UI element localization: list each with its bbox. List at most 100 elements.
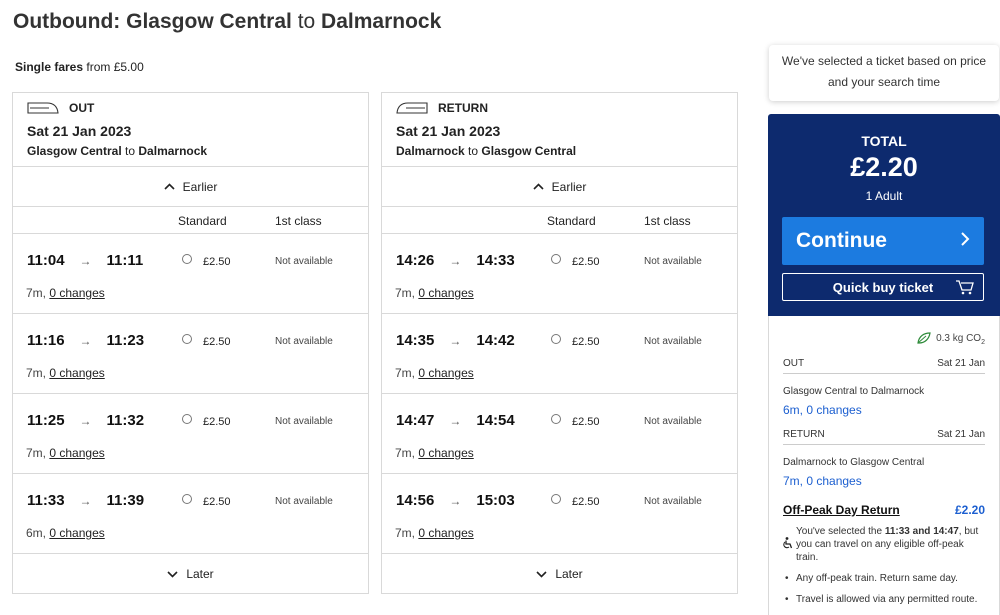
- standard-fare-radio[interactable]: [551, 414, 561, 424]
- changes-link[interactable]: 0 changes: [49, 446, 105, 460]
- summary-ret-changes[interactable]: 7m, 0 changes: [783, 474, 862, 488]
- changes-link[interactable]: 0 changes: [418, 526, 474, 540]
- journey-duration: 6m,: [26, 526, 47, 540]
- first-class-status: Not available: [275, 496, 333, 507]
- outbound-from: Glasgow Central: [27, 144, 122, 158]
- departure-time: 11:04: [27, 252, 65, 269]
- ticket-type-row: Off-Peak Day Return £2.20: [783, 503, 985, 517]
- return-to: Glasgow Central: [481, 144, 577, 158]
- return-row[interactable]: 14:56 → 15:03 £2.50 Not available 7m, 0 ch…: [382, 474, 737, 554]
- return-standard-label: Standard: [547, 214, 596, 228]
- standard-fare-price: £2.50: [203, 336, 231, 348]
- outbound-first-label: 1st class: [275, 214, 322, 228]
- return-to-word: to: [468, 144, 479, 158]
- return-heading: RETURN: [438, 101, 488, 115]
- return-route: Dalmarnock to Glasgow Central: [396, 144, 723, 158]
- fare-summary-label: Single fares: [15, 60, 84, 74]
- changes-link[interactable]: 0 changes: [418, 446, 474, 460]
- chevron-up-icon: [164, 183, 175, 190]
- arrow-right-icon: →: [79, 253, 92, 268]
- departure-time: 11:16: [27, 332, 65, 349]
- chevron-down-icon: [167, 567, 178, 581]
- standard-fare-radio[interactable]: [551, 334, 561, 344]
- arrow-right-icon: →: [449, 413, 462, 428]
- first-class-status: Not available: [275, 416, 333, 427]
- note1-text-a: You've selected the: [796, 526, 885, 537]
- departure-time: 11:33: [27, 492, 65, 509]
- ticket-note-selected: You've selected the 11:33 and 14:47, but…: [783, 525, 987, 564]
- standard-fare-radio[interactable]: [551, 494, 561, 504]
- arrow-right-icon: →: [449, 253, 462, 268]
- return-class-header: Standard 1st class: [382, 207, 737, 234]
- standard-fare-price: £2.50: [572, 416, 600, 428]
- outbound-to-word: to: [125, 144, 136, 158]
- arrow-right-icon: →: [449, 493, 462, 508]
- return-earlier-button[interactable]: Earlier: [382, 167, 737, 207]
- standard-fare-radio[interactable]: [182, 494, 192, 504]
- return-row[interactable]: 14:35 → 14:42 £2.50 Not available 7m, 0 ch…: [382, 314, 737, 394]
- arrival-time: 11:23: [106, 332, 145, 349]
- first-class-status: Not available: [275, 256, 333, 267]
- ticket-type-link[interactable]: Off-Peak Day Return: [783, 503, 900, 517]
- standard-fare-radio[interactable]: [182, 334, 192, 344]
- arrival-time: 11:32: [106, 412, 145, 429]
- return-date: Sat 21 Jan 2023: [396, 123, 501, 139]
- passenger-count: 1 Adult: [865, 189, 903, 203]
- leaf-icon: [917, 332, 931, 347]
- return-row[interactable]: 14:26 → 14:33 £2.50 Not available 7m, 0 ch…: [382, 234, 737, 314]
- journey-duration: 7m,: [26, 366, 47, 380]
- ticket-notes: You've selected the 11:33 and 14:47, but…: [783, 525, 987, 614]
- changes-link[interactable]: 0 changes: [49, 526, 105, 540]
- changes-link[interactable]: 0 changes: [418, 366, 474, 380]
- wheelchair-icon: [783, 537, 793, 553]
- standard-fare-radio[interactable]: [551, 254, 561, 264]
- outbound-earlier-label: Earlier: [182, 179, 218, 194]
- quick-buy-label: Quick buy ticket: [832, 279, 934, 295]
- departure-time: 14:56: [396, 492, 435, 509]
- page-title: Outbound: Glasgow Central to Dalmarnock: [13, 10, 441, 34]
- departure-time: 11:25: [27, 412, 65, 429]
- ticket-price: £2.20: [954, 503, 985, 517]
- journey-duration: 7m,: [26, 286, 47, 300]
- outbound-earlier-button[interactable]: Earlier: [13, 167, 368, 207]
- selection-tooltip: We've selected a ticket based on price a…: [769, 45, 999, 101]
- return-header: RETURN Sat 21 Jan 2023 Dalmarnock to Gla…: [382, 93, 737, 167]
- ticket-note-offpeak: • Any off-peak train. Return same day.: [785, 573, 958, 584]
- summary-return: RETURN Sat 21 Jan Dalmarnock to Glasgow C…: [783, 429, 985, 488]
- arrow-right-icon: →: [79, 493, 92, 508]
- outbound-row[interactable]: 11:16 → 11:23 £2.50 Not available 7m, 0 ch…: [13, 314, 368, 394]
- return-row[interactable]: 14:47 → 14:54 £2.50 Not available 7m, 0 ch…: [382, 394, 737, 474]
- standard-fare-radio[interactable]: [182, 254, 192, 264]
- journey-duration: 7m,: [395, 286, 416, 300]
- arrow-right-icon: →: [449, 333, 462, 348]
- standard-fare-radio[interactable]: [182, 414, 192, 424]
- summary-ret-label: RETURN: [783, 429, 825, 440]
- summary-out-changes[interactable]: 6m, 0 changes: [783, 403, 862, 417]
- cart-icon: [955, 279, 975, 298]
- changes-link[interactable]: 0 changes: [418, 286, 474, 300]
- outbound-later-button[interactable]: Later: [13, 554, 368, 594]
- journey-duration: 7m,: [395, 366, 416, 380]
- co2-estimate: 0.3 kg CO2: [917, 332, 985, 347]
- train-right-icon: [27, 101, 59, 115]
- outbound-row[interactable]: 11:33 → 11:39 £2.50 Not available 6m, 0 ch…: [13, 474, 368, 554]
- journey-summary: 0.3 kg CO2 OUT Sat 21 Jan Glasgow Central…: [768, 316, 1000, 615]
- total-panel: TOTAL £2.20 1 Adult Continue Quick buy t…: [768, 114, 1000, 316]
- quick-buy-button[interactable]: Quick buy ticket: [782, 273, 984, 301]
- changes-link[interactable]: 0 changes: [49, 286, 105, 300]
- continue-label: Continue: [796, 229, 887, 252]
- tooltip-line-1: We've selected a ticket based on price: [781, 54, 987, 68]
- title-from: Glasgow Central: [126, 10, 292, 33]
- changes-link[interactable]: 0 changes: [49, 366, 105, 380]
- journey-duration: 7m,: [26, 446, 47, 460]
- chevron-down-icon: [536, 567, 547, 581]
- standard-fare-price: £2.50: [203, 256, 231, 268]
- outbound-class-header: Standard 1st class: [13, 207, 368, 234]
- standard-fare-price: £2.50: [203, 416, 231, 428]
- departure-time: 14:35: [396, 332, 435, 349]
- outbound-row[interactable]: 11:04 → 11:11 £2.50 Not available 7m, 0 ch…: [13, 234, 368, 314]
- outbound-row[interactable]: 11:25 → 11:32 £2.50 Not available 7m, 0 ch…: [13, 394, 368, 474]
- arrival-time: 14:54: [476, 412, 515, 429]
- return-later-button[interactable]: Later: [382, 554, 737, 594]
- continue-button[interactable]: Continue: [782, 217, 984, 265]
